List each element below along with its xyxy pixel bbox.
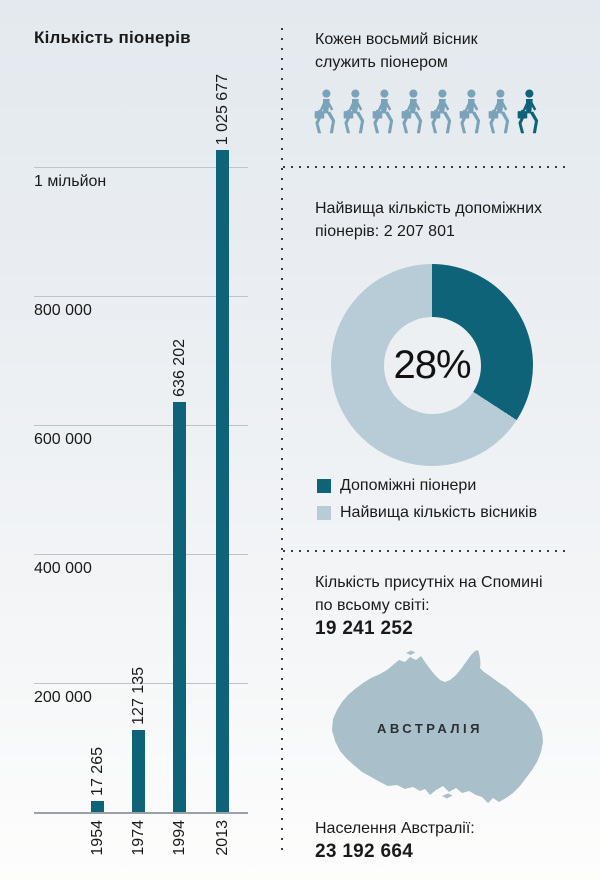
pioneer-ratio-heading-line1: Кожен восьмий вісник [315, 31, 478, 48]
axis-tick-label-200000: 200 000 [34, 689, 92, 706]
population-label: Населення Австралії: [315, 820, 475, 837]
gridline-600000 [34, 425, 248, 426]
publisher-icon [487, 88, 511, 135]
australia-map-label: АВСТРАЛІЯ [377, 721, 483, 736]
aux-pioneers-heading-line2: піонерів: 2 207 801 [315, 223, 455, 240]
vertical-dotted-divider [281, 28, 283, 850]
bar-value-label-1954: 17 265 [88, 746, 106, 796]
legend-label-aux-pioneers: Допоміжні піонери [340, 477, 477, 494]
population-value: 23 192 664 [315, 841, 414, 862]
legend-swatch-light [317, 506, 331, 520]
aux-pioneers-heading-line1: Найвища кількість допоміжних [315, 200, 543, 217]
bar-chart-title: Кількість піонерів [34, 28, 191, 47]
bar-1974 [132, 729, 145, 812]
population-block: Населення Австралії: 23 192 664 [315, 817, 475, 863]
australia-map [330, 648, 545, 805]
axis-tick-label-1000000: 1 мільйон [34, 173, 107, 190]
axis-tick-label-800000: 800 000 [34, 302, 92, 319]
legend-label-peak-publishers: Найвища кількість вісників [340, 504, 538, 521]
bar-category-label-1954: 1954 [88, 820, 106, 856]
publisher-icon [400, 88, 424, 135]
x-axis-baseline [34, 812, 248, 814]
memorial-heading-line2: по всьому світі: [315, 597, 430, 614]
memorial-attendance-value: 19 241 252 [315, 618, 414, 639]
pioneer-icon [516, 88, 540, 135]
legend-swatch-dark [317, 479, 331, 493]
bar-1994 [173, 401, 186, 812]
memorial-heading-line1: Кількість присутніх на Спомині [315, 574, 543, 591]
bar-category-label-1994: 1994 [170, 820, 188, 856]
donut-hole: 28% [383, 316, 481, 414]
legend-row-peak-publishers: Найвища кількість вісників [317, 504, 537, 522]
publisher-icon [371, 88, 395, 135]
publisher-icon [429, 88, 453, 135]
publisher-icon [458, 88, 482, 135]
axis-tick-label-600000: 600 000 [34, 431, 92, 448]
bar-value-label-1994: 636 202 [170, 338, 188, 397]
publisher-icons-row [313, 88, 540, 135]
bar-value-label-1974: 127 135 [129, 667, 147, 725]
aux-pioneers-donut-chart: 28% [331, 264, 533, 466]
donut-legend: Допоміжні піонери Найвища кількість вісн… [317, 477, 537, 531]
australia-map-shape [332, 650, 543, 803]
gridline-800000 [34, 296, 248, 297]
bar-category-label-1974: 1974 [129, 820, 147, 856]
memorial-heading: Кількість присутніх на Спомині по всьому… [315, 571, 543, 640]
bar-1954 [91, 800, 104, 812]
publisher-icon [313, 88, 337, 135]
dotted-divider-bottom [283, 550, 566, 552]
pioneer-ratio-heading-line2: служить піонером [315, 54, 448, 71]
axis-tick-label-400000: 400 000 [34, 560, 92, 577]
gridline-200000 [34, 683, 248, 684]
bar-category-label-2013: 2013 [213, 820, 231, 856]
bar-2013 [216, 150, 229, 812]
bar-value-label-2013: 1 025 677 [213, 74, 231, 146]
legend-row-aux-pioneers: Допоміжні піонери [317, 477, 537, 495]
gridline-1000000 [34, 167, 248, 168]
donut-percent-label: 28% [393, 342, 471, 387]
publisher-icon [342, 88, 366, 135]
aux-pioneers-heading: Найвища кількість допоміжних піонерів: 2… [315, 197, 542, 243]
pioneer-ratio-heading: Кожен восьмий вісник служить піонером [315, 28, 478, 74]
gridline-400000 [34, 554, 248, 555]
dotted-divider-top [283, 166, 566, 168]
